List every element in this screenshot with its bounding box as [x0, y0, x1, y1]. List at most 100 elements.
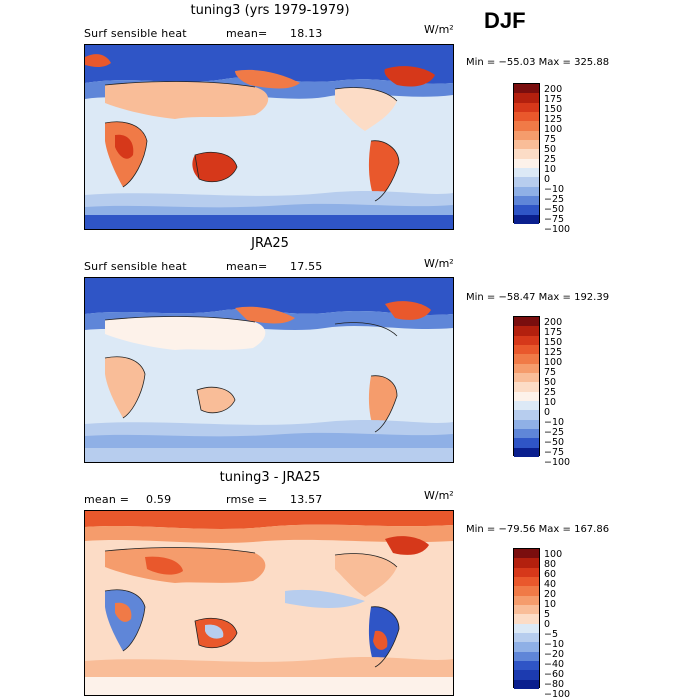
colorbar-label: 75	[544, 367, 557, 378]
panel3-rmse-value: 13.57	[290, 493, 323, 506]
colorbar-label: 80	[544, 559, 557, 570]
swatch	[514, 567, 539, 577]
swatch	[514, 558, 539, 568]
colorbar-label: 40	[544, 579, 557, 590]
panel3-map-svg	[85, 511, 453, 695]
panel3-mean-label: mean =	[84, 493, 130, 506]
season-label: DJF	[484, 8, 526, 33]
panel1-map	[84, 44, 454, 230]
colorbar-label: 150	[544, 337, 563, 348]
swatch	[514, 410, 539, 420]
swatch	[514, 391, 539, 401]
panel2-variable-label: Surf sensible heat	[84, 260, 187, 273]
colorbar-label: −80	[544, 679, 565, 690]
panel2-mean-value: 17.55	[290, 260, 323, 273]
panel1-variable-label: Surf sensible heat	[84, 27, 187, 40]
panel1-map-svg	[85, 45, 453, 229]
swatch	[514, 344, 539, 355]
panel3-colorbar-labels: 100 80 60 40 20 10 5 0 −5 −10 −20 −40 −6…	[544, 550, 570, 700]
colorbar-label: 10	[544, 164, 557, 175]
swatch	[514, 660, 539, 671]
colorbar-label: 60	[544, 569, 557, 580]
swatch	[514, 428, 539, 439]
panel3-mean-value: 0.59	[146, 493, 172, 506]
swatch	[514, 102, 539, 112]
colorbar-label: −25	[544, 427, 565, 438]
panel2-colorbar	[513, 316, 540, 457]
swatch	[514, 121, 539, 131]
colorbar-label: 10	[544, 397, 557, 408]
colorbar-label: −10	[544, 417, 565, 428]
colorbar-label: 0	[544, 619, 551, 630]
colorbar-label: −20	[544, 649, 565, 660]
panel1-mean-label: mean=	[226, 27, 268, 40]
colorbar-label: 150	[544, 104, 563, 115]
panel1-unit: W/m²	[424, 23, 454, 36]
colorbar-label: 125	[544, 114, 563, 125]
swatch	[514, 576, 539, 587]
swatch	[514, 586, 539, 596]
colorbar-label: −25	[544, 194, 565, 205]
colorbar-label: −10	[544, 184, 565, 195]
colorbar-label: 200	[544, 84, 563, 95]
swatch	[514, 642, 539, 652]
swatch	[514, 93, 539, 103]
swatch	[514, 177, 539, 187]
colorbar-label: −50	[544, 437, 565, 448]
panel2-map-svg	[85, 278, 453, 462]
swatch	[514, 595, 539, 605]
colorbar-label: −50	[544, 204, 565, 215]
colorbar-label: 10	[544, 599, 557, 610]
swatch	[514, 438, 539, 448]
swatch	[514, 195, 539, 206]
swatch	[514, 632, 539, 643]
panel3-unit: W/m²	[424, 489, 454, 502]
swatch	[514, 158, 539, 168]
swatch	[514, 651, 539, 661]
swatch	[514, 419, 539, 429]
colorbar-label: 200	[544, 317, 563, 328]
swatch	[514, 623, 539, 633]
colorbar-label: −100	[544, 457, 571, 468]
swatch	[514, 111, 539, 122]
panel3-rmse-label: rmse =	[226, 493, 268, 506]
colorbar-label: −100	[544, 689, 571, 700]
swatch	[514, 84, 539, 94]
swatch	[514, 354, 539, 364]
colorbar-label: 100	[544, 549, 563, 560]
swatch	[514, 139, 539, 150]
swatch	[514, 670, 539, 680]
colorbar-label: −100	[544, 224, 571, 235]
swatch	[514, 149, 539, 159]
panel1-title: tuning3 (yrs 1979-1979)	[190, 3, 350, 18]
swatch	[514, 130, 539, 140]
swatch	[514, 400, 539, 411]
colorbar-label: 125	[544, 347, 563, 358]
swatch	[514, 372, 539, 383]
swatch	[514, 614, 539, 624]
swatch	[514, 214, 539, 224]
colorbar-label: −40	[544, 659, 565, 670]
colorbar-label: 175	[544, 327, 563, 338]
swatch	[514, 447, 539, 457]
colorbar-label: 5	[544, 609, 551, 620]
panel1-colorbar	[513, 83, 540, 224]
colorbar-label: 25	[544, 387, 557, 398]
colorbar-label: −75	[544, 214, 565, 225]
panel2-map	[84, 277, 454, 463]
panel1-minmax: Min = −55.03 Max = 325.88	[466, 57, 610, 68]
colorbar-label: 20	[544, 589, 557, 600]
panel3-title: tuning3 - JRA25	[219, 470, 321, 485]
swatch	[514, 604, 539, 615]
swatch	[514, 167, 539, 178]
colorbar-label: 25	[544, 154, 557, 165]
panel3-map	[84, 510, 454, 696]
panel3-colorbar	[513, 548, 540, 689]
swatch	[514, 549, 539, 559]
swatch	[514, 679, 539, 689]
colorbar-label: −75	[544, 447, 565, 458]
swatch	[514, 205, 539, 215]
colorbar-label: 0	[544, 174, 551, 185]
swatch	[514, 317, 539, 327]
panel2-mean-label: mean=	[226, 260, 268, 273]
